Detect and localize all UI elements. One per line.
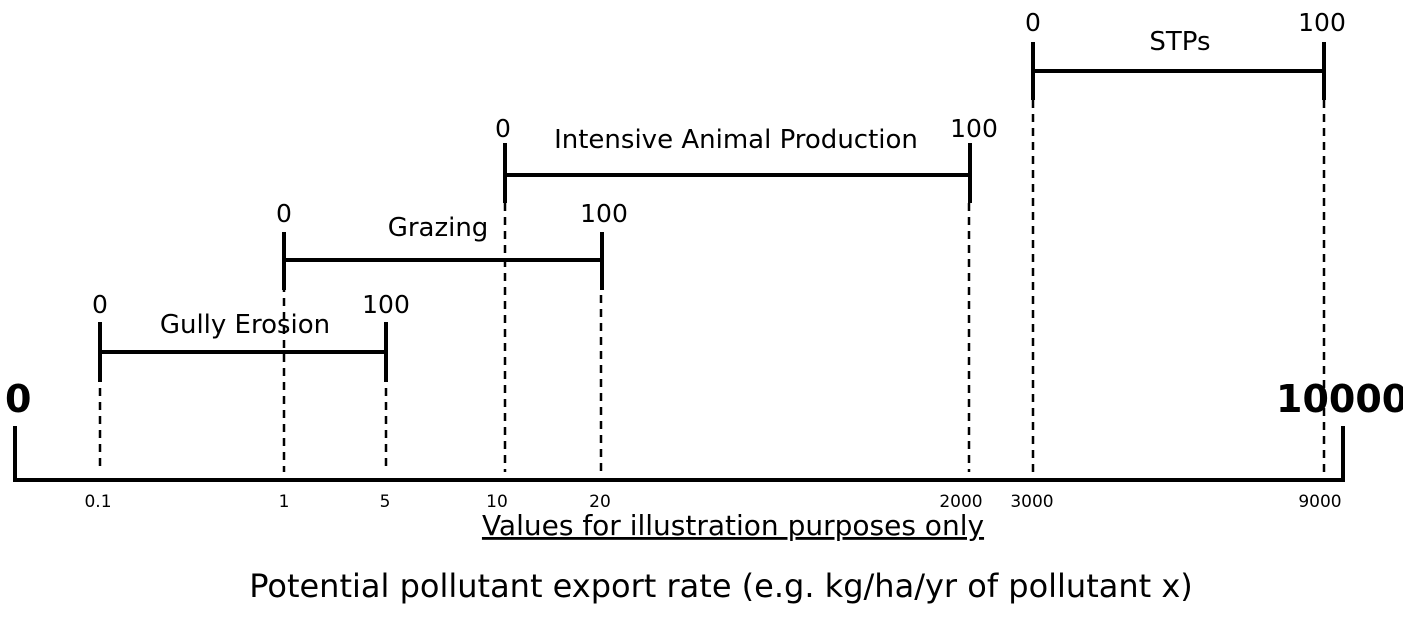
dashed-guides <box>98 100 1326 472</box>
range-end-label: 100 <box>580 199 628 228</box>
range-end-label: 100 <box>362 290 410 319</box>
range-grazing: 0 100 Grazing <box>276 199 628 290</box>
range-name: Intensive Animal Production <box>554 125 918 155</box>
axis-max-label: 10000 <box>1276 377 1403 421</box>
range-start-label: 0 <box>92 290 108 319</box>
range-gully-erosion: 0 100 Gully Erosion <box>92 290 410 382</box>
tick-label: 0.1 <box>84 492 111 512</box>
range-name: STPs <box>1149 27 1210 57</box>
illustration-note: Values for illustration purposes only <box>482 509 984 542</box>
range-end-label: 100 <box>950 114 998 143</box>
tick-label: 9000 <box>1298 492 1341 512</box>
tick-label: 3000 <box>1010 492 1053 512</box>
axis-title: Potential pollutant export rate (e.g. kg… <box>249 567 1193 605</box>
tick-label: 10 <box>486 492 508 512</box>
tick-label: 2000 <box>939 492 982 512</box>
tick-label: 20 <box>589 492 611 512</box>
tick-label: 1 <box>279 492 290 512</box>
range-intensive-animal-production: 0 100 Intensive Animal Production <box>495 114 998 203</box>
range-name: Grazing <box>388 213 489 243</box>
range-stps: 0 100 STPs <box>1025 8 1346 100</box>
range-end-label: 100 <box>1298 8 1346 37</box>
range-start-label: 0 <box>276 199 292 228</box>
axis-min-label: 0 <box>5 377 31 421</box>
tick-label: 5 <box>380 492 391 512</box>
range-start-label: 0 <box>495 114 511 143</box>
range-start-label: 0 <box>1025 8 1041 37</box>
range-name: Gully Erosion <box>160 310 330 340</box>
